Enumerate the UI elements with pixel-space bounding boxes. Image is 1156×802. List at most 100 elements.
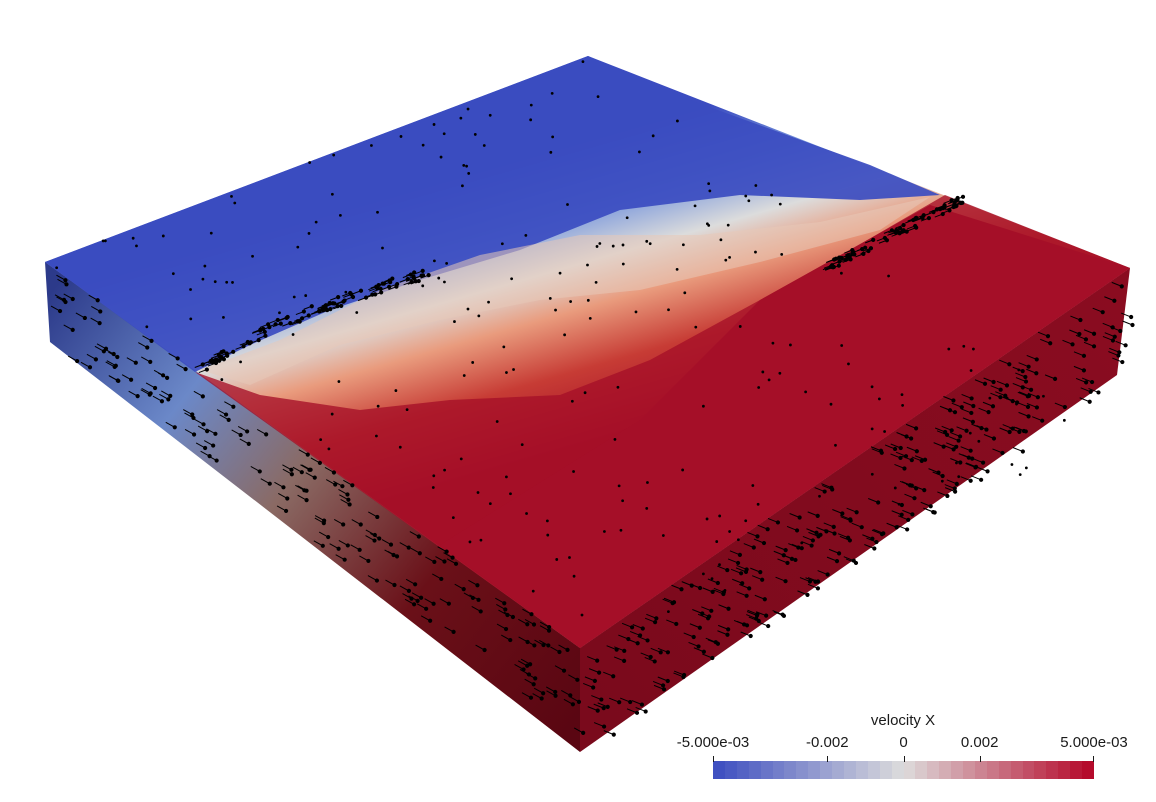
velocity-arrow-head [980, 460, 986, 465]
velocity-arrow-head [147, 392, 152, 397]
velocity-arrow-head [450, 555, 455, 560]
velocity-glyph-point [398, 445, 402, 449]
velocity-arrow-head [831, 524, 836, 530]
velocity-glyph-point [296, 245, 300, 249]
velocity-glyph-point [715, 540, 719, 543]
velocity-arrow-head [979, 477, 984, 482]
velocity-arrow-head [1034, 371, 1039, 376]
velocity-glyph-point [462, 374, 466, 377]
colorbar-band [927, 761, 940, 779]
velocity-arrow-head [622, 658, 627, 664]
velocity-arrow-head [476, 597, 481, 602]
velocity-arrow-head [931, 509, 936, 515]
velocity-arrow-head [1010, 399, 1015, 404]
velocity-glyph-point [676, 119, 679, 123]
velocity-arrow-head [87, 365, 93, 370]
colorbar-band [772, 761, 785, 779]
velocity-arrow-head [388, 542, 394, 547]
velocity-arrow-head [689, 583, 694, 588]
velocity-arrow-head [679, 587, 684, 592]
velocity-arrow-head [832, 257, 837, 262]
velocity-glyph-point [222, 315, 225, 319]
velocity-glyph-point [1018, 473, 1022, 477]
velocity-arrow-head [1017, 429, 1022, 434]
velocity-arrow-head [1007, 362, 1012, 367]
velocity-arrow-head [964, 428, 969, 433]
velocity-glyph-point [572, 574, 576, 578]
velocity-arrow-head [453, 561, 459, 566]
velocity-arrow-head [341, 522, 346, 527]
velocity-arrow-head [339, 303, 344, 309]
velocity-glyph-point [738, 325, 742, 328]
velocity-glyph-point [550, 91, 554, 95]
colorbar-tick-mark [713, 756, 714, 762]
velocity-glyph-point [870, 427, 874, 431]
velocity-arrow-head [601, 724, 607, 729]
velocity-arrow-head [231, 349, 236, 354]
velocity-glyph-point [586, 298, 590, 302]
velocity-glyph-point [728, 255, 731, 259]
velocity-glyph-point [724, 258, 728, 262]
velocity-arrow-head [735, 560, 741, 566]
velocity-glyph-point [338, 213, 342, 217]
velocity-glyph-point [220, 378, 224, 381]
velocity-glyph-point [708, 189, 712, 193]
velocity-glyph-point [477, 314, 481, 318]
velocity-glyph-point [546, 533, 550, 537]
velocity-arrow-head [737, 552, 743, 557]
velocity-glyph-point [479, 538, 483, 542]
velocity-arrow-head [697, 585, 703, 591]
colorbar-band [1046, 761, 1059, 779]
velocity-glyph-point [330, 192, 334, 196]
velocity-glyph-point [131, 236, 135, 240]
velocity-glyph-point [319, 438, 323, 442]
velocity-arrow-head [261, 326, 266, 331]
velocity-arrow-head [764, 613, 769, 618]
velocity-arrow-head [1026, 414, 1031, 419]
velocity-arrow-head [168, 393, 173, 398]
velocity-arrow-head [95, 298, 100, 303]
velocity-arrow-head [374, 578, 380, 583]
velocity-glyph-point [667, 308, 670, 312]
velocity-glyph-point [551, 135, 555, 139]
velocity-arrow-head [283, 508, 289, 514]
velocity-glyph-point [747, 199, 751, 203]
velocity-glyph-point [453, 320, 456, 323]
velocity-glyph-point [648, 242, 652, 246]
velocity-arrow-head [601, 706, 606, 711]
velocity-arrow-head [200, 394, 205, 399]
velocity-arrow-head [525, 622, 530, 627]
velocity-arrow-head [840, 511, 845, 516]
velocity-glyph-point [145, 325, 149, 329]
velocity-glyph-point [634, 310, 638, 314]
velocity-arrow-head [502, 601, 507, 606]
velocity-arrow-head [902, 466, 907, 471]
velocity-arrow-head [715, 580, 720, 586]
velocity-arrow-head [1045, 334, 1051, 339]
velocity-glyph-point [462, 163, 466, 167]
velocity-arrow-head [922, 457, 928, 462]
velocity-arrow-head [1034, 405, 1040, 410]
velocity-arrow-head [628, 699, 633, 705]
velocity-arrow-head [201, 422, 206, 427]
velocity-glyph-point [778, 202, 782, 206]
velocity-arrow-head [611, 674, 616, 679]
velocity-arrow-head [591, 685, 596, 690]
velocity-arrow-head [751, 545, 756, 550]
velocity-glyph-point [621, 499, 625, 503]
velocity-arrow-head [958, 434, 963, 439]
velocity-arrow-head [221, 357, 227, 362]
velocity-glyph-point [135, 244, 138, 248]
velocity-arrow-head [701, 649, 706, 654]
velocity-arrow-head [1123, 343, 1128, 348]
velocity-glyph-point [681, 243, 685, 247]
velocity-glyph-point [705, 222, 709, 226]
velocity-arrow-head [713, 640, 718, 645]
velocity-glyph-point [291, 333, 295, 336]
velocity-arrow-head [892, 446, 898, 452]
velocity-arrow-head [275, 317, 280, 323]
velocity-arrow-head [658, 650, 663, 655]
velocity-arrow-head [226, 417, 231, 422]
velocity-arrow-head [979, 426, 984, 431]
